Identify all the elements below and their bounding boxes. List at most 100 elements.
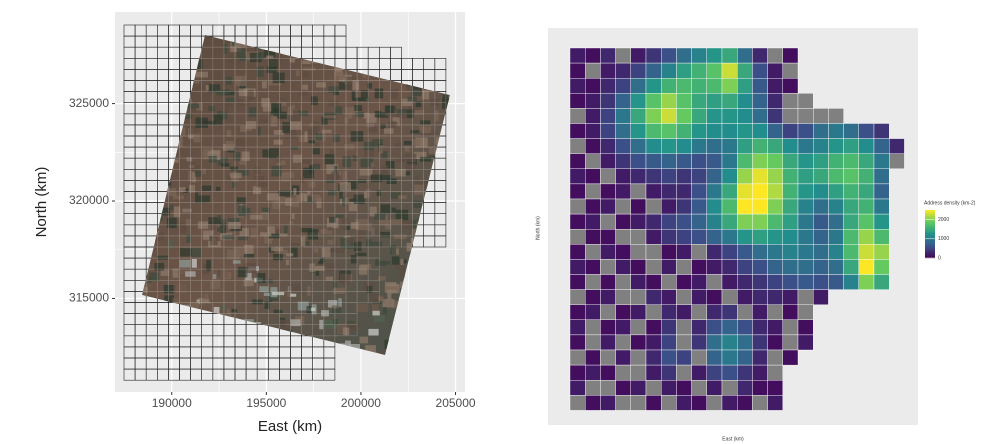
texture-patch bbox=[322, 130, 332, 134]
texture-patch bbox=[217, 227, 224, 232]
heat-cell bbox=[752, 335, 767, 350]
heat-cell bbox=[752, 184, 767, 199]
texture-patch bbox=[289, 221, 293, 225]
heat-cell bbox=[676, 169, 691, 184]
texture-patch bbox=[354, 105, 362, 111]
texture-patch bbox=[311, 96, 318, 105]
heat-cell bbox=[646, 139, 661, 154]
texture-patch bbox=[328, 190, 336, 195]
heat-cell bbox=[661, 184, 676, 199]
texture-patch bbox=[217, 215, 221, 219]
texture-patch bbox=[316, 271, 320, 276]
heat-cell bbox=[570, 395, 585, 410]
heat-cell bbox=[600, 244, 615, 259]
heat-cell bbox=[646, 335, 661, 350]
heat-cell bbox=[874, 184, 889, 199]
heat-cell bbox=[600, 395, 615, 410]
texture-patch bbox=[316, 82, 326, 87]
heat-cell bbox=[676, 305, 691, 320]
heat-cell bbox=[631, 365, 646, 380]
heat-cell bbox=[722, 290, 737, 305]
heat-cell bbox=[798, 290, 813, 305]
heat-cell bbox=[661, 395, 676, 410]
heat-cell bbox=[783, 108, 798, 123]
heat-cell bbox=[600, 169, 615, 184]
heat-cell bbox=[798, 93, 813, 108]
texture-patch bbox=[371, 175, 382, 183]
texture-patch bbox=[390, 89, 398, 99]
texture-patch bbox=[296, 70, 300, 76]
heat-cell bbox=[631, 380, 646, 395]
heat-cell bbox=[616, 214, 631, 229]
heat-cell bbox=[783, 184, 798, 199]
heat-cell bbox=[646, 395, 661, 410]
heat-cell bbox=[600, 199, 615, 214]
heat-cell bbox=[707, 335, 722, 350]
heat-cell bbox=[798, 305, 813, 320]
heat-cell bbox=[616, 259, 631, 274]
heat-cell bbox=[813, 199, 828, 214]
texture-patch bbox=[250, 215, 262, 220]
heat-cell bbox=[798, 124, 813, 139]
heat-cell bbox=[828, 154, 843, 169]
heat-cell bbox=[737, 229, 752, 244]
heat-cell bbox=[616, 63, 631, 78]
texture-patch bbox=[180, 248, 192, 256]
heat-cell bbox=[646, 275, 661, 290]
texture-patch bbox=[321, 310, 329, 316]
heat-cell bbox=[692, 184, 707, 199]
heat-cell bbox=[844, 229, 859, 244]
heat-cell bbox=[570, 199, 585, 214]
texture-patch bbox=[267, 193, 279, 200]
heat-cell bbox=[692, 365, 707, 380]
texture-patch bbox=[398, 195, 406, 199]
texture-patch bbox=[198, 195, 210, 202]
heat-cell bbox=[646, 320, 661, 335]
heat-cell bbox=[813, 275, 828, 290]
texture-patch bbox=[220, 288, 224, 291]
texture-patch bbox=[202, 186, 211, 192]
texture-patch bbox=[375, 261, 386, 266]
heat-cell bbox=[874, 154, 889, 169]
texture-patch bbox=[290, 121, 301, 130]
heat-cell bbox=[737, 169, 752, 184]
texture-patch bbox=[235, 139, 247, 149]
heat-cell bbox=[798, 154, 813, 169]
texture-patch bbox=[282, 122, 290, 133]
texture-patch bbox=[340, 182, 351, 191]
heat-cell bbox=[783, 275, 798, 290]
texture-patch bbox=[198, 222, 208, 229]
texture-patch bbox=[429, 147, 434, 155]
heat-cell bbox=[752, 108, 767, 123]
heat-cell bbox=[813, 259, 828, 274]
heat-cell bbox=[676, 78, 691, 93]
heat-cell bbox=[646, 78, 661, 93]
texture-patch bbox=[232, 182, 236, 188]
heat-cell bbox=[859, 244, 874, 259]
texture-patch bbox=[292, 213, 295, 219]
texture-patch bbox=[308, 182, 315, 188]
heat-cell bbox=[616, 124, 631, 139]
heat-cell bbox=[707, 154, 722, 169]
heat-cell bbox=[844, 184, 859, 199]
heat-cell bbox=[676, 275, 691, 290]
heat-cell bbox=[692, 48, 707, 63]
heat-cell bbox=[661, 350, 676, 365]
heat-cell bbox=[768, 78, 783, 93]
texture-patch bbox=[222, 103, 228, 112]
heat-cell bbox=[676, 320, 691, 335]
heat-cell bbox=[631, 305, 646, 320]
heat-cell bbox=[783, 93, 798, 108]
heat-cell bbox=[844, 214, 859, 229]
texture-patch bbox=[180, 260, 191, 268]
heat-cell bbox=[692, 320, 707, 335]
heat-cell bbox=[585, 93, 600, 108]
heat-cell bbox=[828, 244, 843, 259]
heat-cell bbox=[752, 350, 767, 365]
heat-cell bbox=[570, 154, 585, 169]
heat-cell bbox=[737, 244, 752, 259]
heat-cell bbox=[798, 335, 813, 350]
heat-cell bbox=[692, 93, 707, 108]
heat-cell bbox=[692, 139, 707, 154]
colorbar-segment bbox=[925, 210, 935, 212]
